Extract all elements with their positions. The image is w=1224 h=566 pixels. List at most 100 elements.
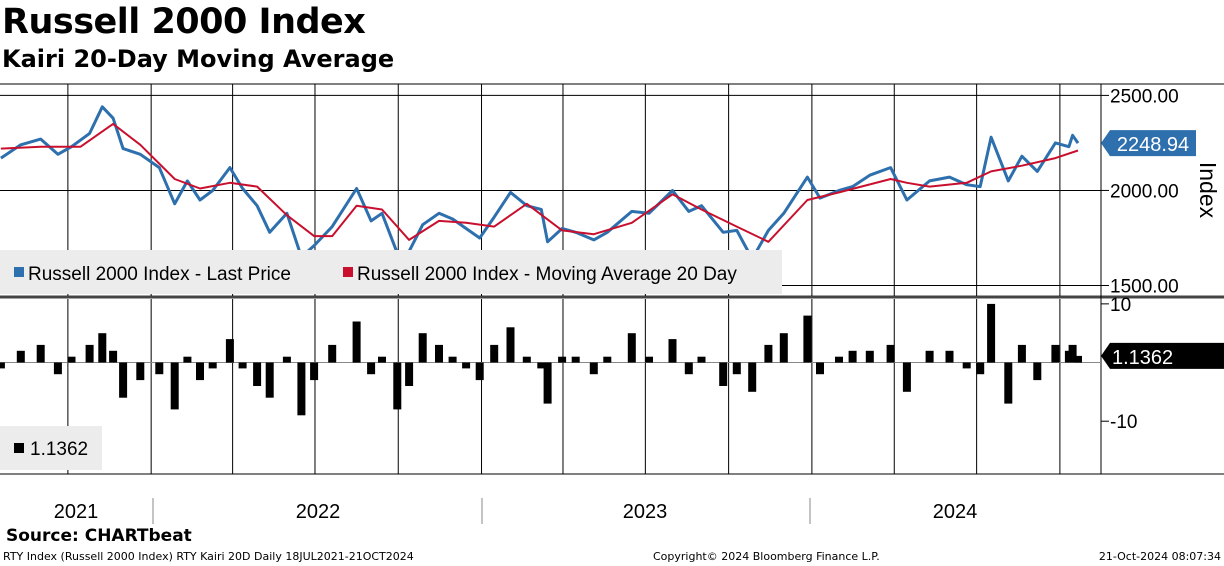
kairi-bar [732,362,741,375]
y-tick-label: 10 [1110,295,1131,316]
kairi-bar [67,356,76,363]
kairi-bar [36,344,45,363]
kairi-bar [764,344,773,363]
kairi-bar [238,362,247,369]
chart-title: Russell 2000 Index [2,2,366,42]
kairi-bar [155,362,164,375]
kairi-bar [435,344,443,363]
kairi-bar [378,356,386,363]
kairi-bar [328,344,337,363]
moving-average-line [0,122,1079,243]
y-tick-label: 2000.00 [1110,181,1179,202]
kairi-bar [697,356,706,363]
kairi-bar [297,362,306,416]
chart-subtitle: Kairi 20-Day Moving Average [2,45,395,73]
kairi-bar [668,339,677,363]
kairi-bar [1051,344,1060,363]
kairi-bar [543,362,552,404]
kairi-bar [367,362,376,375]
y-axis-label: Index [1195,162,1221,219]
source-note: Source: CHARTbeat [6,526,192,546]
price-line [0,105,1080,261]
kairi-bar [748,362,757,392]
footer-timestamp: 21-Oct-2024 08:07:34 [1098,550,1221,563]
last-price-label: 2248.94 [1117,134,1189,156]
kairi-bar [987,303,996,363]
kairi-bar [53,362,62,375]
kairi-bar [170,362,179,410]
last-price-badge [1101,130,1196,157]
x-year-label: 2021 [54,501,99,523]
kairi-bar [475,362,484,381]
kairi-bar [462,362,471,369]
kairi-bar [902,362,911,392]
kairi-bar [352,321,361,363]
last-kairi-badge [1101,342,1224,369]
kairi-bar [779,333,788,363]
kairi-bar [684,362,693,375]
kairi-bar [393,362,402,410]
kairi-bar [571,356,580,363]
kairi-bar [183,356,192,363]
kairi-bar [1017,344,1026,363]
kairi-bar [310,362,319,381]
kairi-bar [16,350,25,363]
kairi-bar [506,327,515,363]
kairi-bar [848,350,857,363]
kairi-bar [945,350,954,363]
kairi-bar [925,350,934,363]
kairi-bar [1004,362,1013,404]
kairi-bar [1074,355,1082,363]
kairi-bar [835,356,843,363]
kairi-bar [976,362,985,375]
last-kairi-label: 1.1362 [1112,347,1173,369]
kairi-bar [865,350,874,363]
kairi-bar [85,344,94,363]
x-year-label: 2023 [623,501,668,523]
kairi-bar [418,333,427,363]
kairi-legend-swatch [14,443,24,453]
footer-ticker-info: RTY Index (Russell 2000 Index) RTY Kairi… [3,550,414,563]
kairi-bar [109,350,118,363]
y-tick-label: 1500.00 [1110,276,1179,297]
kairi-bar [490,344,499,363]
kairi-bar [265,362,274,398]
ma-legend-swatch [343,267,353,277]
kairi-bar [0,362,5,369]
kairi-bar [225,339,234,363]
kairi-bar [589,362,598,375]
kairi-bar [208,362,217,369]
kairi-bar [1033,362,1042,381]
kairi-bar [719,362,728,386]
x-year-label: 2024 [933,501,978,523]
price-legend-label: Russell 2000 Index - Last Price [28,264,291,285]
kairi-bar [405,362,414,386]
kairi-bar [253,362,262,386]
kairi-bar [886,344,895,363]
kairi-bar [627,333,636,363]
kairi-bar [537,362,546,369]
kairi-bar [816,362,824,375]
y-tick-label: 2500.00 [1110,86,1179,107]
kairi-bar [119,362,128,398]
kairi-bar [282,356,291,363]
price-legend-swatch [14,267,24,277]
kairi-bar [803,315,812,363]
x-year-label: 2022 [296,501,341,523]
kairi-bar [136,362,145,381]
kairi-bar [558,356,567,363]
kairi-bar [196,362,204,381]
footer-copyright: Copyright© 2024 Bloomberg Finance L.P. [653,550,880,563]
kairi-bar [603,356,612,363]
kairi-bar [98,333,107,363]
kairi-legend-label: 1.1362 [30,439,88,460]
kairi-bar [1068,344,1077,363]
price-legend-box [0,250,782,294]
ma-legend-label: Russell 2000 Index - Moving Average 20 D… [357,264,737,285]
y-tick-label: -10 [1110,412,1137,433]
kairi-bar [448,356,457,363]
kairi-bar [522,356,531,363]
kairi-bar [962,362,971,369]
kairi-bar [645,356,653,363]
